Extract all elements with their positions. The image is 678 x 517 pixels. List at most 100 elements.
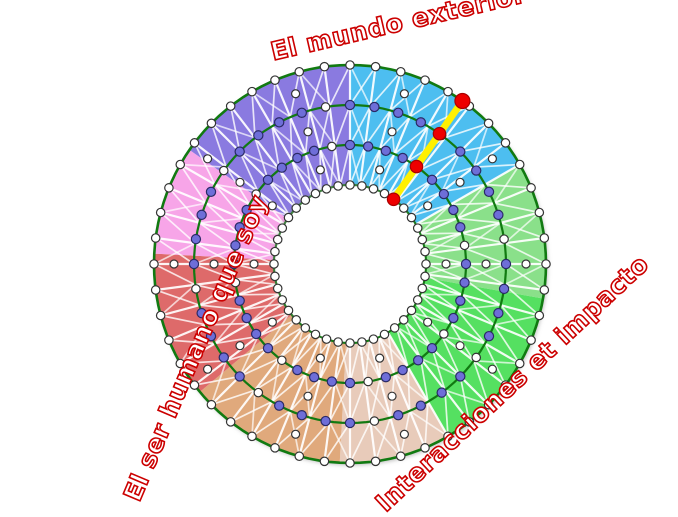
fan-line <box>410 311 451 325</box>
node-blue <box>234 295 245 306</box>
node-white <box>420 246 430 257</box>
node-white <box>459 240 470 251</box>
node-white <box>500 138 511 148</box>
spoke-line <box>251 91 313 197</box>
node-white <box>406 305 417 316</box>
fan-line <box>395 325 433 349</box>
fan-line <box>153 263 196 286</box>
fan-line <box>349 381 366 424</box>
fan-line <box>239 357 280 378</box>
fan-line <box>210 123 228 168</box>
node-white <box>464 417 475 427</box>
node-white <box>481 259 491 269</box>
node-blue <box>234 371 245 382</box>
fan-line <box>464 278 502 306</box>
node-blue <box>326 376 338 387</box>
ruta-destacada[interactable] <box>390 97 466 203</box>
node-white <box>291 429 301 439</box>
node-white <box>225 417 236 427</box>
fan-line <box>415 217 458 226</box>
fan-line <box>308 109 336 147</box>
node-white <box>398 315 409 325</box>
ruta-destacada-nodes[interactable] <box>386 92 471 207</box>
node-blue <box>253 130 264 141</box>
fan-line <box>349 145 366 186</box>
spoke-line <box>323 66 342 186</box>
fan-line <box>289 117 293 161</box>
fan-line <box>319 341 341 380</box>
node-white <box>375 165 385 175</box>
node-group <box>149 60 551 468</box>
highlight-node[interactable] <box>432 126 447 141</box>
fan-line <box>349 105 372 146</box>
fan-line <box>242 217 278 245</box>
spoke-line <box>415 302 521 365</box>
node-blue <box>436 387 447 398</box>
fan-line <box>444 122 489 139</box>
highlight-node[interactable] <box>386 192 401 207</box>
node-white <box>539 285 550 295</box>
spoke-line <box>423 211 540 245</box>
node-white <box>283 305 294 316</box>
highlight-node[interactable] <box>454 92 471 110</box>
node-white <box>189 138 200 148</box>
fan-line <box>254 366 293 391</box>
fan-line <box>504 284 540 317</box>
node-white <box>209 259 219 269</box>
fan-line <box>419 203 452 235</box>
node-blue <box>455 371 466 382</box>
node-blue <box>483 186 495 198</box>
fan-line <box>395 326 409 368</box>
node-blue <box>397 152 408 164</box>
fan-line <box>211 122 256 139</box>
fan-line <box>387 332 396 375</box>
fan-line <box>225 347 269 362</box>
node-white <box>235 341 245 351</box>
fan-line <box>248 293 281 325</box>
highlight-path-line[interactable] <box>390 97 466 203</box>
node-white <box>175 358 186 369</box>
node-blue <box>393 410 404 421</box>
node-white <box>375 353 385 363</box>
fan-line <box>319 148 341 187</box>
node-white <box>514 159 525 170</box>
fan-line <box>420 357 461 378</box>
fan-line <box>349 421 372 464</box>
fan-line <box>493 314 540 326</box>
fan-line <box>278 331 313 360</box>
inner-hole-ellipse <box>275 186 425 342</box>
fan-line <box>364 340 371 383</box>
node-white <box>283 212 294 223</box>
node-white <box>270 443 280 453</box>
node-white <box>189 380 200 390</box>
spoke-line <box>160 283 277 317</box>
fan-line <box>328 421 351 464</box>
node-blue <box>362 141 374 152</box>
fan-line <box>339 342 351 384</box>
node-white <box>399 429 409 439</box>
node-white <box>150 285 161 295</box>
node-blue <box>397 364 408 376</box>
node-white <box>357 181 367 191</box>
highlight-node[interactable] <box>409 159 424 174</box>
spoke-line-group <box>153 64 547 464</box>
fan-line <box>456 183 486 220</box>
spoke-line <box>402 122 490 209</box>
fan-line <box>485 183 532 189</box>
fan-line <box>238 151 259 192</box>
fan-line <box>378 160 409 192</box>
fan-line <box>457 217 501 224</box>
fan-line <box>291 336 322 368</box>
fan-line <box>393 125 429 155</box>
node-white <box>420 443 430 453</box>
inner-hole <box>275 186 425 342</box>
node-blue <box>459 277 470 288</box>
spoke-line <box>273 336 322 449</box>
fan-line <box>267 179 291 217</box>
fan-line <box>179 324 207 364</box>
node-blue <box>234 222 245 233</box>
fan-line <box>334 342 351 383</box>
fan-line <box>504 242 547 265</box>
node-white <box>387 127 397 137</box>
